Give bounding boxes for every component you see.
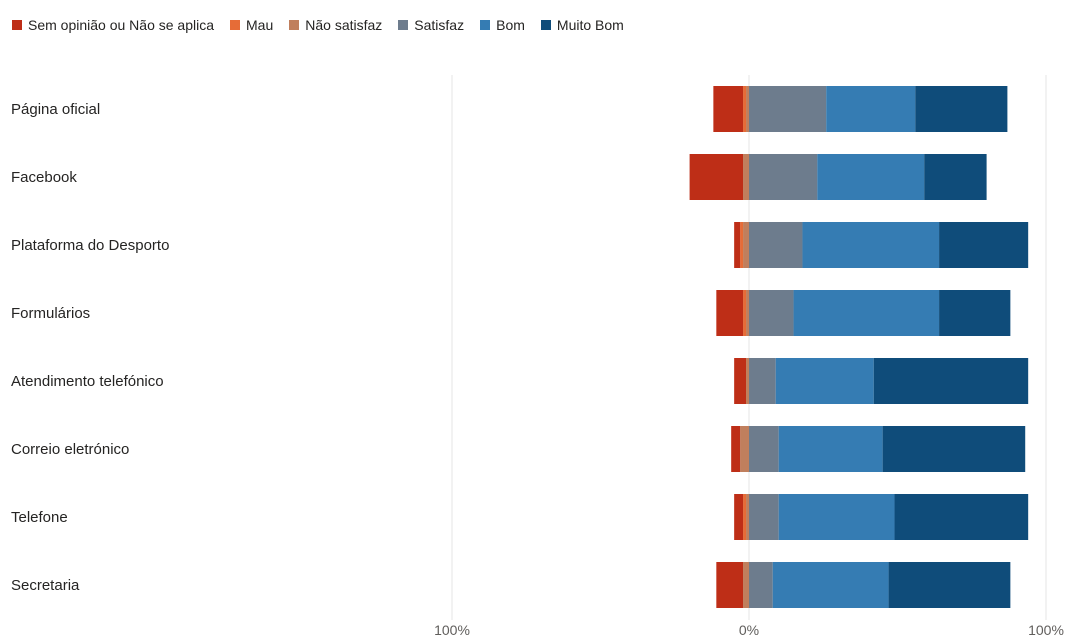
x-tick-label: 100%	[1028, 622, 1064, 638]
bar-facebook-bom[interactable]	[817, 154, 925, 200]
legend-swatch	[289, 20, 300, 30]
bar-facebook-sem-opiniao-ou-nao-se-aplica[interactable]	[689, 154, 744, 200]
bar-secretaria-nao-satisfaz[interactable]	[743, 562, 749, 608]
legend-label: Muito Bom	[556, 17, 624, 33]
category-label-telefone: Telefone	[11, 509, 68, 526]
legend-item-nao-satisfaz[interactable]: Não satisfaz	[289, 17, 382, 33]
bar-facebook-satisfaz[interactable]	[749, 154, 818, 200]
bar-formularios-bom[interactable]	[793, 290, 940, 336]
category-label-atendimento-telefonico: Atendimento telefónico	[11, 373, 164, 390]
bar-pagina-oficial-satisfaz[interactable]	[749, 86, 827, 132]
bar-facebook-muito-bom[interactable]	[924, 154, 987, 200]
legend-swatch	[12, 20, 22, 30]
bar-atendimento-telefonico-bom[interactable]	[775, 358, 874, 404]
bar-formularios-nao-satisfaz[interactable]	[746, 290, 749, 336]
legend: Sem opinião ou Não se aplica Mau Não satis…	[12, 14, 640, 36]
bar-telefone-nao-satisfaz[interactable]	[746, 494, 749, 540]
legend-swatch	[230, 20, 241, 30]
bar-atendimento-telefonico-muito-bom[interactable]	[873, 358, 1029, 404]
bar-formularios-mau[interactable]	[743, 290, 747, 336]
category-label-correio-eletronico: Correio eletrónico	[11, 441, 129, 458]
category-label-secretaria: Secretaria	[11, 577, 80, 594]
legend-label: Satisfaz	[414, 17, 465, 33]
category-label-pagina-oficial: Página oficial	[11, 101, 100, 118]
bar-atendimento-telefonico-sem-opiniao-ou-nao-se-aplica[interactable]	[734, 358, 747, 404]
bar-pagina-oficial-muito-bom[interactable]	[915, 86, 1008, 132]
legend-label: Não satisfaz	[305, 17, 383, 33]
bar-secretaria-sem-opiniao-ou-nao-se-aplica[interactable]	[716, 562, 744, 608]
bar-pagina-oficial-bom[interactable]	[826, 86, 916, 132]
legend-swatch	[480, 20, 491, 30]
bar-plataforma-do-desporto-muito-bom[interactable]	[939, 222, 1029, 268]
bar-secretaria-bom[interactable]	[772, 562, 889, 608]
bar-plataforma-do-desporto-satisfaz[interactable]	[749, 222, 803, 268]
x-tick-label: 0%	[739, 622, 759, 638]
category-label-facebook: Facebook	[11, 169, 77, 186]
legend-swatch	[398, 20, 409, 30]
bar-telefone-satisfaz[interactable]	[749, 494, 779, 540]
bar-telefone-mau[interactable]	[743, 494, 747, 540]
bar-secretaria-muito-bom[interactable]	[888, 562, 1011, 608]
legend-item-sem-opiniao-ou-nao-se-aplica[interactable]: Sem opinião ou Não se aplica	[12, 17, 214, 33]
bar-plataforma-do-desporto-mau[interactable]	[740, 222, 744, 268]
legend-label: Mau	[246, 17, 274, 33]
bar-telefone-muito-bom[interactable]	[894, 494, 1029, 540]
legend-item-bom[interactable]: Bom	[480, 17, 525, 33]
bar-correio-eletronico-nao-satisfaz[interactable]	[740, 426, 749, 472]
bar-secretaria-satisfaz[interactable]	[749, 562, 773, 608]
bar-formularios-sem-opiniao-ou-nao-se-aplica[interactable]	[716, 290, 744, 336]
legend-item-muito-bom[interactable]: Muito Bom	[540, 17, 624, 33]
legend-swatch	[540, 20, 551, 30]
bar-telefone-sem-opiniao-ou-nao-se-aplica[interactable]	[734, 494, 744, 540]
bar-formularios-satisfaz[interactable]	[749, 290, 794, 336]
bar-correio-eletronico-sem-opiniao-ou-nao-se-aplica[interactable]	[731, 426, 741, 472]
bar-correio-eletronico-bom[interactable]	[778, 426, 883, 472]
legend-label: Bom	[496, 17, 525, 33]
bar-plataforma-do-desporto-sem-opiniao-ou-nao-se-aplica[interactable]	[734, 222, 741, 268]
bar-plataforma-do-desporto-nao-satisfaz[interactable]	[743, 222, 749, 268]
bar-facebook-nao-satisfaz[interactable]	[743, 154, 749, 200]
bar-pagina-oficial-nao-satisfaz[interactable]	[746, 86, 749, 132]
bar-pagina-oficial-mau[interactable]	[743, 86, 747, 132]
bar-atendimento-telefonico-nao-satisfaz[interactable]	[746, 358, 749, 404]
legend-item-satisfaz[interactable]: Satisfaz	[398, 17, 464, 33]
bar-telefone-bom[interactable]	[778, 494, 895, 540]
legend-label: Sem opinião ou Não se aplica	[28, 17, 215, 33]
bar-plataforma-do-desporto-bom[interactable]	[802, 222, 940, 268]
x-tick-label: 100%	[434, 622, 470, 638]
legend-item-mau[interactable]: Mau	[230, 17, 273, 33]
bar-atendimento-telefonico-satisfaz[interactable]	[749, 358, 776, 404]
bar-pagina-oficial-sem-opiniao-ou-nao-se-aplica[interactable]	[713, 86, 744, 132]
category-label-plataforma-do-desporto: Plataforma do Desporto	[11, 237, 169, 254]
category-label-formularios: Formulários	[11, 305, 90, 322]
bar-formularios-muito-bom[interactable]	[939, 290, 1011, 336]
bar-correio-eletronico-muito-bom[interactable]	[882, 426, 1026, 472]
bar-correio-eletronico-satisfaz[interactable]	[749, 426, 779, 472]
